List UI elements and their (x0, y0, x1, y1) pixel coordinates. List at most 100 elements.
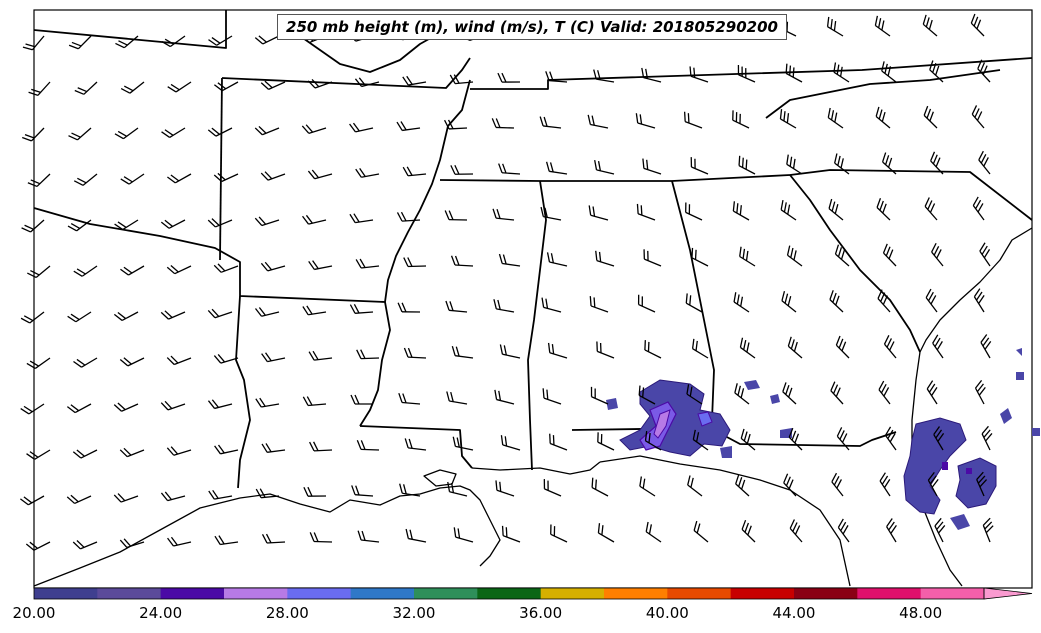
wind-barb (637, 294, 656, 313)
colorbar-segment (160, 588, 225, 599)
wind-barb (161, 35, 186, 48)
wind-barb (638, 385, 656, 405)
wind-barb (789, 519, 803, 543)
contour-region (1000, 408, 1012, 424)
wind-barb (691, 247, 709, 267)
wind-barb (930, 151, 944, 175)
wind-barb (27, 265, 51, 279)
contour-region (966, 468, 972, 474)
wind-barb (208, 489, 233, 500)
wind-barb (27, 173, 51, 188)
wind-barb (977, 59, 991, 83)
wind-barb (829, 290, 844, 313)
wind-barb (349, 122, 374, 133)
wind-barb (974, 379, 986, 405)
wind-barb (981, 425, 993, 451)
coastlines (33, 227, 1033, 587)
wind-barb (160, 400, 186, 411)
wind-barb (733, 292, 750, 313)
wind-barb (685, 202, 703, 221)
wind-barb (978, 150, 991, 175)
wind-barb (780, 199, 797, 221)
wind-barb (639, 476, 656, 497)
wind-barb (214, 535, 239, 546)
wind-barb (735, 474, 750, 497)
wind-barb (691, 338, 709, 359)
wind-barb (302, 214, 327, 225)
wind-barb (160, 491, 186, 502)
wind-barb (597, 432, 615, 451)
colorbar-segment (97, 588, 162, 599)
wind-barb (541, 297, 562, 313)
wind-barb (254, 216, 280, 227)
wind-barb (686, 384, 703, 405)
wind-barb (356, 439, 380, 451)
colorbar-segment (224, 588, 288, 599)
wind-barb (738, 155, 756, 175)
wind-barb (500, 435, 521, 451)
wind-barb (831, 472, 844, 497)
wind-barb (877, 289, 891, 313)
colorbar-segment (414, 588, 478, 599)
wind-barb (543, 479, 562, 497)
contour-region (606, 398, 618, 410)
wind-barb (445, 300, 468, 313)
wind-barb (444, 210, 468, 221)
wind-barb (835, 335, 850, 359)
wind-barb (66, 494, 92, 505)
wind-barb (495, 480, 515, 497)
wind-barb (260, 171, 286, 181)
wind-barb (786, 154, 803, 175)
wind-barb (886, 518, 897, 543)
colorbar-segment (794, 588, 858, 599)
wind-barb (834, 244, 850, 267)
wind-barb (403, 347, 427, 359)
wind-barb (355, 258, 380, 269)
wind-barb (874, 15, 891, 37)
wind-barb (72, 540, 98, 550)
contour-region (720, 446, 732, 458)
wind-barb (587, 114, 609, 129)
wind-barb (732, 201, 750, 221)
wind-barb (881, 61, 897, 83)
wind-barb (351, 485, 374, 497)
colorbar-segment (540, 588, 605, 599)
wind-barb (260, 261, 286, 272)
wind-barb (549, 433, 568, 451)
wind-barb (924, 197, 938, 221)
wind-barb (683, 111, 703, 129)
colorbar-tick-label: 44.00 (772, 604, 816, 622)
wind-barb (734, 383, 750, 405)
wind-barb (74, 81, 98, 95)
wind-barb (115, 35, 139, 49)
wind-barb (68, 35, 92, 50)
wind-barb (690, 157, 709, 175)
wind-barb (596, 341, 615, 359)
wind-barb (114, 219, 139, 231)
wind-barb (979, 242, 991, 267)
wind-barb (642, 158, 662, 175)
wind-barb (923, 105, 938, 129)
wind-barb (20, 403, 45, 415)
wind-barb (925, 288, 938, 313)
wind-barb (833, 62, 850, 83)
wind-barb (161, 127, 186, 138)
wind-barb (308, 260, 333, 271)
wind-barb (72, 449, 98, 459)
wind-barb (450, 255, 474, 267)
contour-region (1016, 372, 1024, 380)
wind-barb (547, 342, 568, 359)
wind-barb (120, 81, 145, 94)
wind-barb (980, 334, 992, 359)
wind-barb (207, 399, 233, 410)
wind-barb (932, 334, 944, 359)
wind-barb (67, 219, 92, 232)
colorbar-tick-label: 40.00 (645, 604, 689, 622)
wind-barb (453, 527, 474, 543)
wind-barb (929, 60, 944, 83)
wind-barb (588, 205, 609, 221)
wind-barb (261, 352, 286, 363)
wind-barb (550, 524, 568, 543)
wind-barb (160, 219, 186, 229)
wind-barb (982, 517, 994, 543)
